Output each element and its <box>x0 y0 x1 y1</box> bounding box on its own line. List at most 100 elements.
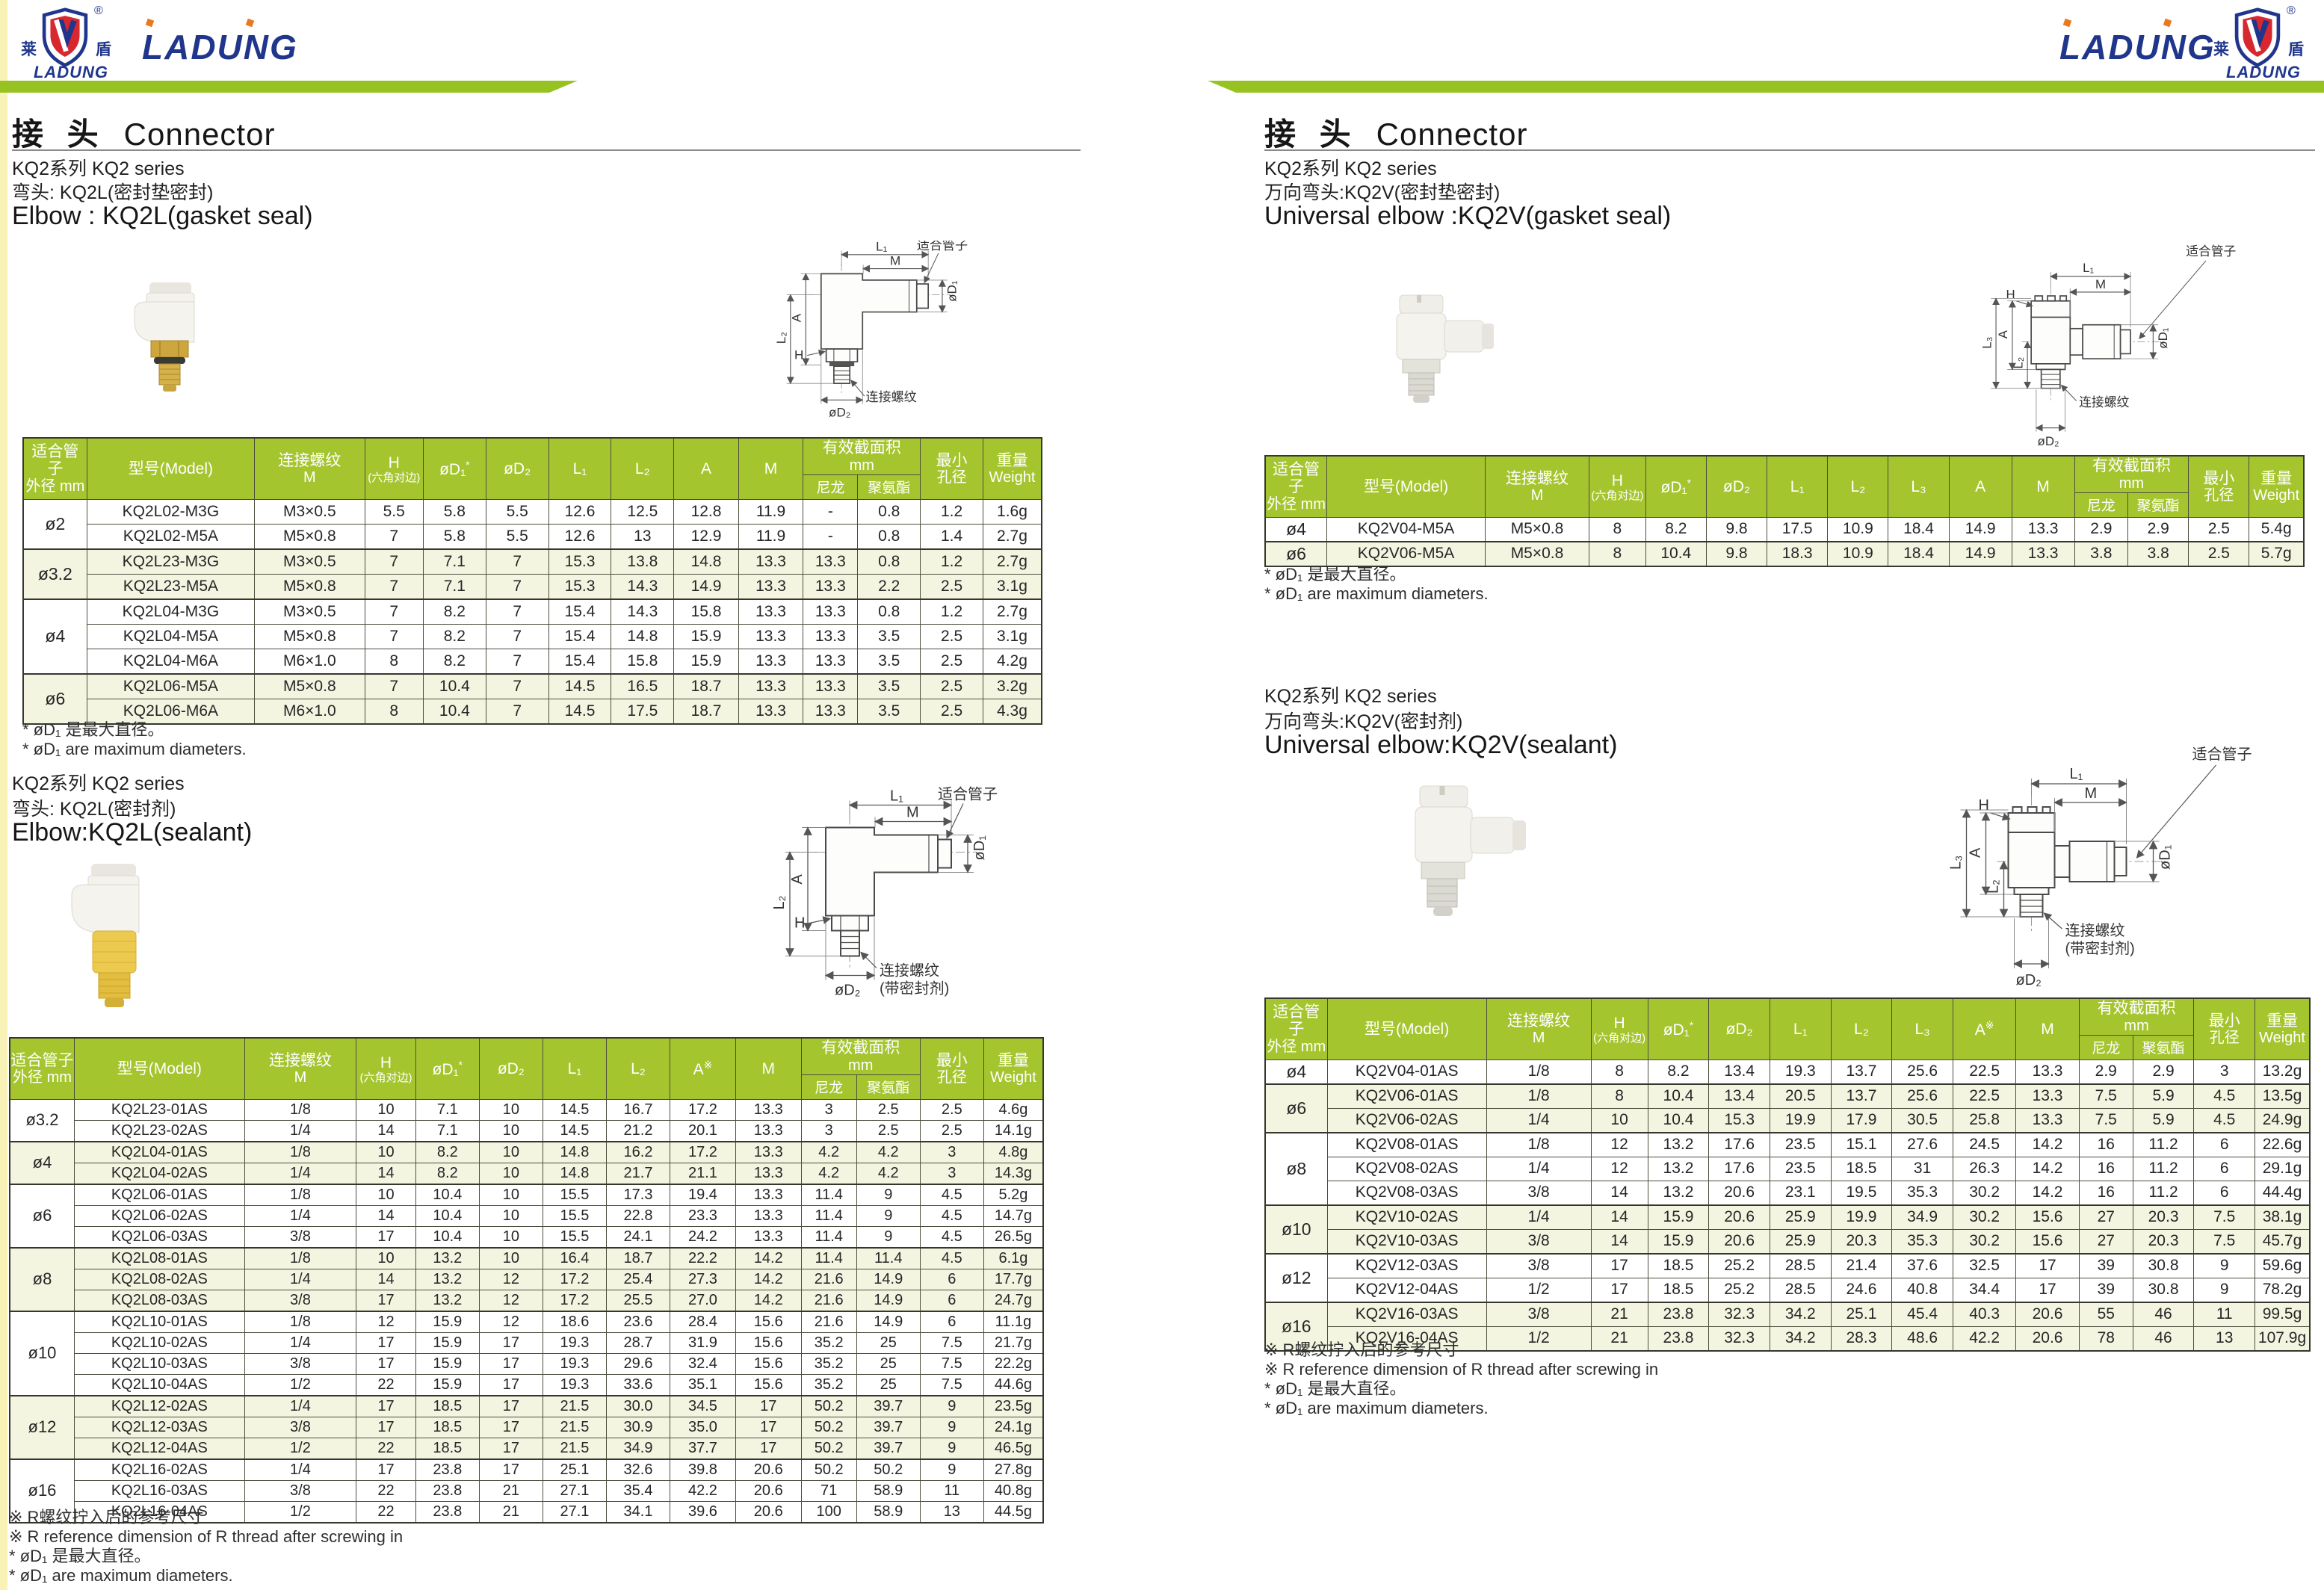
spec-cell: M5×0.8 <box>1485 516 1590 542</box>
spec-cell: 35.2 <box>800 1373 857 1396</box>
spec-cell: 2.9 <box>2074 516 2129 542</box>
spec-cell: 1/2 <box>244 1373 357 1396</box>
page-edge-strip <box>0 0 7 1590</box>
spec-cell: 15.5 <box>542 1225 607 1249</box>
spec-cell: 50.2 <box>800 1416 857 1438</box>
spec-cell: 15.9 <box>1647 1204 1710 1230</box>
spec-cell: 46 <box>2132 1325 2195 1352</box>
spec-cell: 2.7g <box>982 598 1042 625</box>
spec-cell: 13.3 <box>735 1098 802 1121</box>
spec-cell: 27.6 <box>1891 1131 1953 1157</box>
spec-cell: 14.2 <box>735 1289 802 1312</box>
spec-cell: 20.6 <box>2015 1325 2080 1352</box>
spec-cell: 30.8 <box>2132 1277 2195 1303</box>
table-row: KQ2V08-03AS 3/8 14 13.2 20.6 23.1 19.5 35.3 30.2… <box>1265 1180 2311 1206</box>
table-row: KQ2L12-03AS 3/8 17 18.5 17 21.5 30.9 35.0 17 50.2… <box>10 1416 1044 1438</box>
spec-cell: 23.1 <box>1769 1180 1832 1206</box>
spec-cell: KQ2V06-01AS <box>1326 1083 1487 1109</box>
spec-cell: 15.4 <box>548 623 612 649</box>
dim-label: L₁ <box>876 241 887 254</box>
spec-table-kq2v-gasket: 适合管子 外径 mm 型号(Model) 连接螺纹 M H (六角对边) øD₁* øD₂ L₁ L… <box>1264 455 2305 567</box>
spec-cell: 15.9 <box>1647 1228 1710 1255</box>
spec-cell: 16 <box>2078 1156 2133 1181</box>
type-line: 万向弯头:KQ2V(密封剂) <box>1264 711 1463 732</box>
spec-cell: 55 <box>2078 1301 2133 1327</box>
spec-cell: 13.3 <box>738 698 804 725</box>
spec-cell: 24.9g <box>2255 1107 2311 1133</box>
title-underline <box>1264 149 2315 151</box>
drawing-label-fit-tube: 适合管子 <box>938 786 998 803</box>
spec-cell: 1/4 <box>244 1394 357 1417</box>
column-header: L₃ <box>1888 455 1950 518</box>
spec-cell: 5.5 <box>485 523 549 550</box>
spec-cell: 13.3 <box>738 672 804 699</box>
section-heading: Elbow : KQ2L(gasket seal) <box>12 202 313 230</box>
spec-cell: 23.5 <box>1769 1156 1832 1181</box>
tube-size-cell: ø10 <box>9 1310 75 1396</box>
dim-label: M <box>890 253 900 267</box>
technical-drawing-kq2v-gasket: L₁ M H 适合管子 L₃ A L₂ øD₁ 连接螺纹 øD₂ <box>1980 244 2236 448</box>
spec-cell: 2.5 <box>920 623 983 649</box>
spec-cell: 15.1 <box>1830 1131 1893 1157</box>
page-title-cn: 接 头 <box>12 117 106 152</box>
spec-cell: 24.5 <box>1952 1131 2017 1157</box>
spec-cell: 14.2 <box>2015 1180 2080 1206</box>
tube-size-cell: ø2 <box>22 498 87 550</box>
spec-cell: 17.2 <box>670 1140 736 1163</box>
spec-cell: KQ2L10-03AS <box>73 1352 245 1375</box>
spec-cell: 31 <box>1891 1156 1953 1181</box>
spec-cell: 18.5 <box>415 1394 480 1417</box>
table-row: ø4 KQ2L04-01AS 1/8 10 8.2 10 14.8 16.2 17.2 13.3 4… <box>9 1140 1044 1185</box>
spec-cell: 13.3 <box>735 1162 802 1185</box>
ladung-logo-left: 莱 盾 ® LADUNG <box>18 4 145 84</box>
spec-cell: 13 <box>2193 1325 2256 1352</box>
spec-cell: 12.5 <box>611 498 675 525</box>
spec-cell: 15.6 <box>735 1310 802 1333</box>
spec-cell: 20.6 <box>1708 1228 1770 1255</box>
spec-cell: KQ2V16-04AS <box>1326 1325 1487 1352</box>
spec-cell: 37.6 <box>1891 1252 1953 1278</box>
spec-cell: 0.8 <box>857 523 921 550</box>
spec-cell: 5.4g <box>2249 516 2305 542</box>
spec-cell: 19.9 <box>1830 1204 1893 1230</box>
spec-cell: 22.8 <box>605 1204 671 1227</box>
spec-cell: 15.4 <box>548 648 612 675</box>
spec-cell: 25.6 <box>1891 1059 1953 1085</box>
drawing-label-thread: 连接螺纹 <box>880 962 939 980</box>
spec-cell: 40.3 <box>1952 1301 2017 1327</box>
drawing-label-sealant: (带密封剂) <box>2065 940 2135 957</box>
spec-cell: 3/8 <box>1486 1301 1592 1327</box>
spec-cell: 13.3 <box>803 623 859 649</box>
dim-label: øD₂ <box>829 406 850 420</box>
column-header: øD₂ <box>1708 997 1770 1060</box>
dim-label: L₂ <box>771 896 788 910</box>
spec-cell: 18.5 <box>1647 1252 1710 1278</box>
product-photo-universal-elbow-sealant <box>1415 785 1526 916</box>
spec-cell: 17.6 <box>1708 1131 1770 1157</box>
table-row: KQ2L23-M5A M5×0.8 7 7.1 7 15.3 14.3 14.9 13.3 13.… <box>23 573 1042 600</box>
spec-cell: 21 <box>478 1500 543 1524</box>
tube-size-cell: ø16 <box>1264 1301 1328 1352</box>
spec-cell: 9 <box>856 1183 921 1206</box>
product-photo-elbow-gasket <box>134 282 195 392</box>
spec-cell: 39.8 <box>670 1458 736 1481</box>
spec-cell: 13.2 <box>1647 1156 1710 1181</box>
section-heading: Universal elbow :KQ2V(gasket seal) <box>1264 202 1672 230</box>
spec-cell: 28.5 <box>1769 1252 1832 1278</box>
spec-cell: 45.7g <box>2255 1228 2311 1255</box>
spec-cell: 17 <box>356 1458 416 1481</box>
spec-cell: 9 <box>919 1437 984 1460</box>
spec-cell: 7 <box>364 573 424 600</box>
spec-cell: 30.5 <box>1891 1107 1953 1133</box>
column-header: øD₂ <box>485 437 549 500</box>
spec-cell: 4.5 <box>919 1225 984 1249</box>
spec-cell: 35.4 <box>605 1479 671 1502</box>
spec-cell: 39.6 <box>670 1500 736 1524</box>
logo-cn-right-char: 盾 <box>96 41 111 58</box>
drawing-label-fit-tube: 适合管子 <box>2186 244 2236 259</box>
table-notes: ※ R螺纹拧入后的参考尺寸 ※ R reference dimension of… <box>9 1508 403 1586</box>
spec-cell: 39 <box>2078 1252 2133 1278</box>
spec-cell: KQ2L10-04AS <box>73 1373 245 1396</box>
spec-cell: 15.6 <box>2015 1228 2080 1255</box>
table-row: KQ2L10-02AS 1/4 17 15.9 17 19.3 28.7 31.9 15.6 35… <box>10 1331 1044 1354</box>
